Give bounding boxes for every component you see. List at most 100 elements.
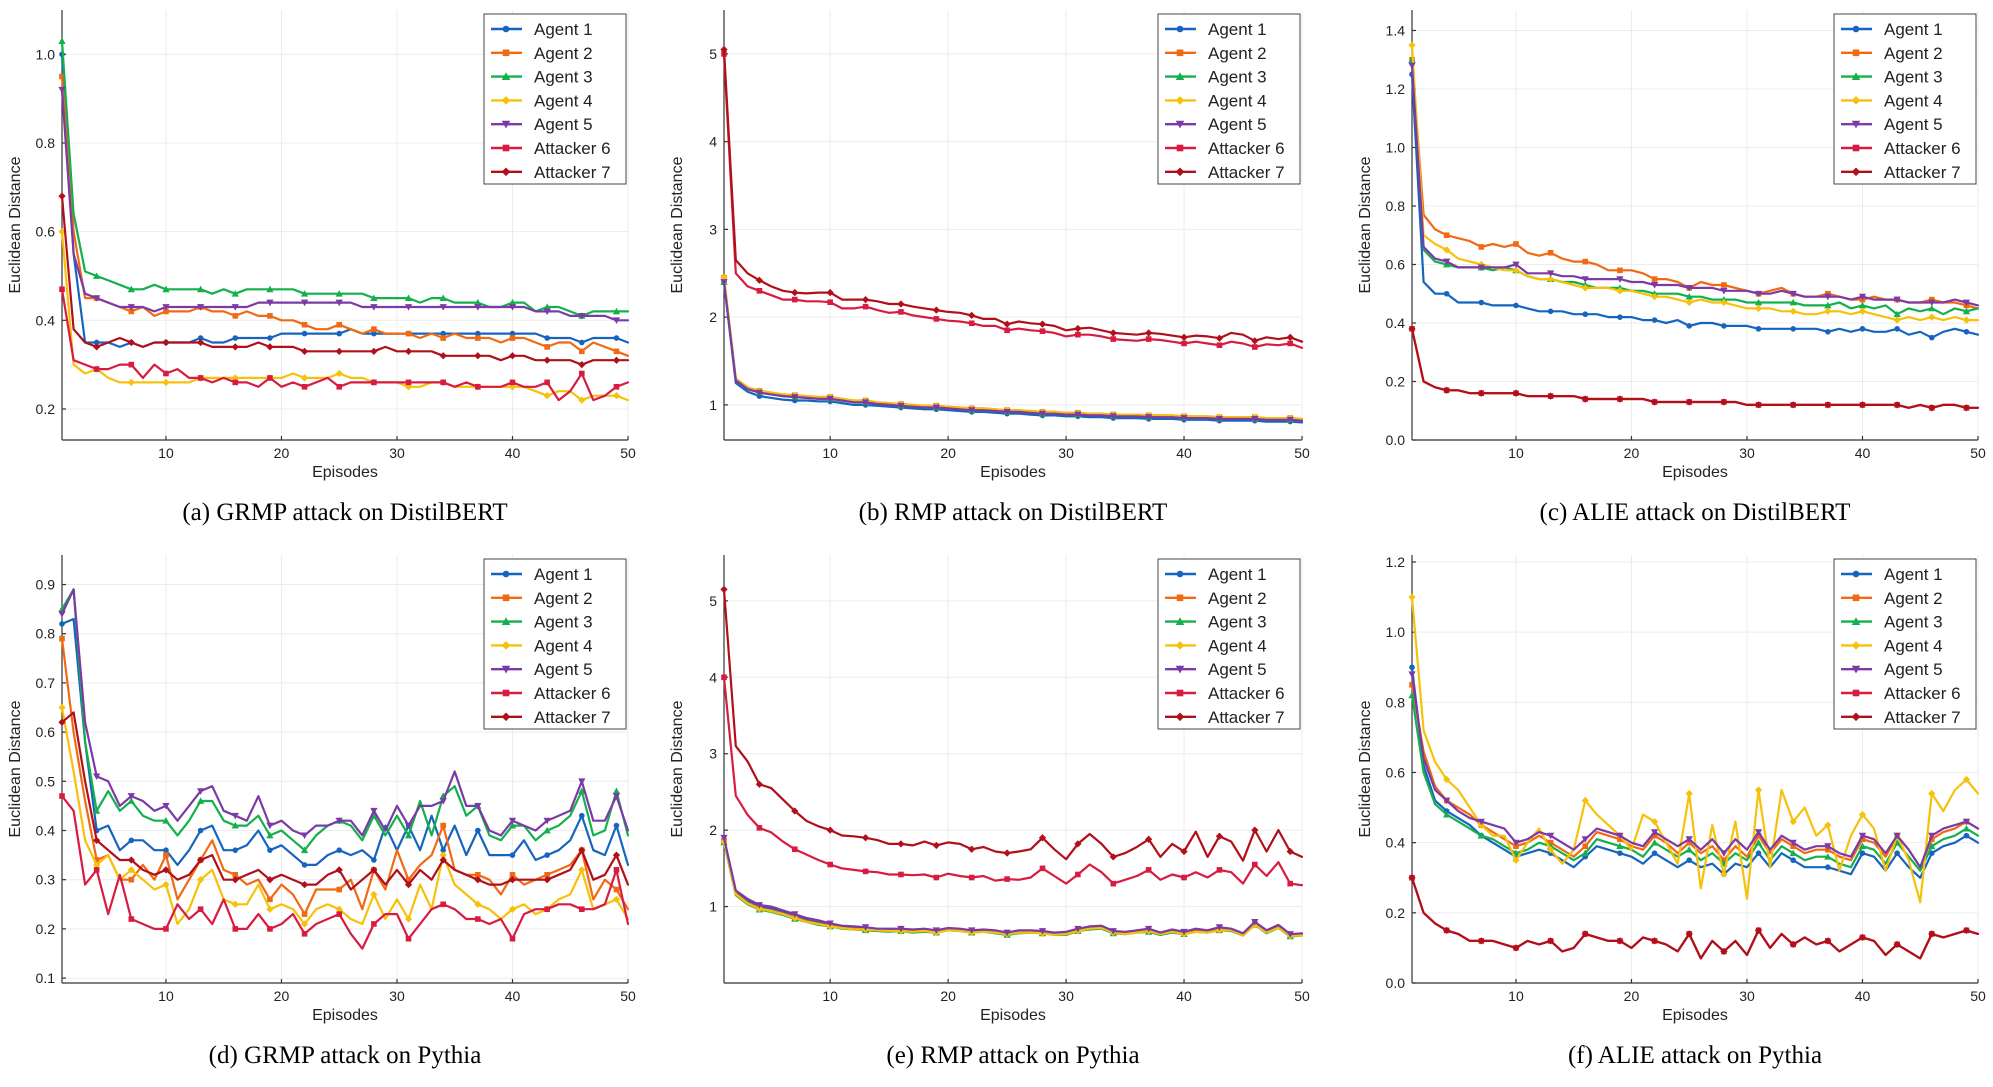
y-axis-label: Euclidean Distance <box>1357 700 1374 837</box>
data-point <box>59 286 65 293</box>
y-tick-label: 1.2 <box>1386 81 1406 97</box>
data-point <box>897 840 905 848</box>
data-point <box>508 876 517 884</box>
data-point <box>196 788 205 795</box>
data-point <box>1789 849 1797 857</box>
legend-swatch-marker <box>1176 594 1184 602</box>
data-point <box>1650 293 1659 301</box>
legend-swatch-marker <box>1175 712 1185 722</box>
data-point <box>1443 386 1451 394</box>
x-axis-label: Episodes <box>980 464 1046 481</box>
data-point <box>1074 411 1082 419</box>
series-line <box>722 276 1304 420</box>
data-point <box>1685 298 1693 307</box>
data-point <box>1928 930 1936 938</box>
legend-item: Agent 2 <box>1841 589 1943 608</box>
data-point <box>93 861 101 869</box>
data-point <box>266 876 274 884</box>
data-point <box>301 330 308 337</box>
data-point <box>127 793 135 800</box>
data-point <box>1512 944 1520 952</box>
legend-swatch-marker <box>1176 144 1184 152</box>
data-point <box>578 370 585 377</box>
x-tick-label: 40 <box>1176 445 1192 461</box>
data-point <box>508 821 517 829</box>
x-axis-label: Episodes <box>312 1007 378 1024</box>
data-point <box>93 343 101 351</box>
data-point <box>300 374 309 382</box>
x-tick-label: 30 <box>1739 445 1755 461</box>
y-axis-label: Euclidean Distance <box>669 156 686 293</box>
chart-panel-a: 10 20 30 40 50 0.2 0.4 0.6 0.8 1.0 Episodes Euclide… <box>7 10 636 526</box>
data-point <box>1251 337 1259 345</box>
data-point <box>509 871 516 878</box>
data-point <box>1180 333 1188 341</box>
legend-item: Attacker 6 <box>1165 684 1285 703</box>
legend-label: Agent 2 <box>1208 44 1267 63</box>
data-point <box>1651 276 1658 282</box>
data-point <box>267 335 273 341</box>
data-point <box>1216 342 1223 349</box>
data-point <box>1963 832 1970 839</box>
data-point <box>968 407 976 414</box>
data-point <box>59 73 65 80</box>
data-point <box>266 299 274 307</box>
data-point <box>1720 287 1728 295</box>
y-tick-label: 0.8 <box>36 626 56 642</box>
legend-item: Agent 3 <box>491 613 593 632</box>
data-point <box>543 356 551 364</box>
data-point <box>335 369 343 378</box>
data-point <box>1616 287 1624 295</box>
data-point <box>1145 925 1153 933</box>
data-point <box>1685 293 1693 300</box>
legend-label: Agent 5 <box>534 115 593 134</box>
data-point <box>1928 789 1936 798</box>
legend-swatch-marker <box>501 72 511 81</box>
x-tick-label: 40 <box>1855 988 1871 1004</box>
legend-swatch-marker <box>1851 641 1861 650</box>
data-point <box>543 826 551 834</box>
legend-item: Attacker 6 <box>1841 139 1961 158</box>
data-point <box>1477 389 1485 397</box>
data-point <box>1145 414 1153 421</box>
legend-swatch-marker <box>1852 689 1860 697</box>
data-point <box>1962 404 1971 412</box>
series-agent-4 <box>1408 41 1980 324</box>
data-point <box>1251 918 1259 926</box>
y-tick-label: 0.8 <box>36 135 56 151</box>
data-point <box>1038 320 1047 328</box>
data-point <box>439 352 447 360</box>
legend: Agent 1 Agent 2 Agent 3 Agent 4 Agent 5 Attac… <box>483 558 627 730</box>
data-point <box>440 379 446 386</box>
legend-label: Agent 5 <box>1208 660 1267 679</box>
series-attacker-6 <box>59 286 630 402</box>
data-point <box>1408 62 1416 70</box>
data-point <box>162 880 170 889</box>
data-point <box>1443 290 1450 297</box>
data-point <box>163 926 169 932</box>
y-tick-label: 0.8 <box>1386 694 1406 710</box>
data-point <box>1858 810 1867 819</box>
legend-item: Agent 4 <box>491 91 593 110</box>
legend-swatch-marker <box>1175 641 1185 650</box>
chart-panel-d: 10 20 30 40 50 0.1 0.2 0.3 0.4 0.5 0.6 0.7 0.8 0.9 Epi… <box>7 555 636 1069</box>
legend-label: Attacker 6 <box>1208 684 1285 703</box>
data-point <box>1790 857 1796 864</box>
data-point <box>1215 924 1224 931</box>
data-point <box>932 306 940 314</box>
legend-item: Agent 1 <box>1841 20 1943 39</box>
data-point <box>93 836 101 844</box>
data-point <box>1512 261 1520 269</box>
data-point <box>371 326 377 332</box>
data-point <box>1789 298 1797 306</box>
data-point <box>371 330 377 337</box>
data-point <box>1685 930 1693 938</box>
legend: Agent 1 Agent 2 Agent 3 Agent 4 Agent 5 Attac… <box>483 13 627 185</box>
panel-caption: (d) GRMP attack on Pythia <box>209 1042 482 1069</box>
y-tick-label: 0.0 <box>1386 432 1406 448</box>
legend: Agent 1 Agent 2 Agent 3 Agent 4 Agent 5 Attac… <box>1833 13 1977 185</box>
data-point <box>720 45 728 54</box>
legend-label: Attacker 7 <box>1884 163 1961 182</box>
data-point <box>968 311 976 320</box>
data-point <box>163 370 169 377</box>
